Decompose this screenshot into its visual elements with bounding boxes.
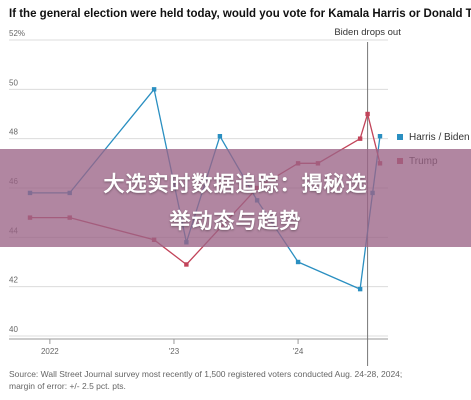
source-note: Source: Wall Street Journal survey most … — [9, 369, 402, 391]
y-tick-label: 42 — [9, 276, 18, 285]
headline-line-1: 大选实时数据追踪：揭秘选 — [103, 172, 368, 196]
source-note-line: Source: Wall Street Journal survey most … — [9, 369, 402, 379]
x-tick-label: '23 — [169, 347, 180, 356]
headline-line-2: 举动态与趋势 — [169, 209, 302, 233]
source-note-line: margin of error: +/- 2.5 pct. pts. — [9, 381, 126, 391]
annotation-label: Biden drops out — [334, 27, 401, 38]
x-tick-label: 2022 — [41, 347, 59, 356]
data-point-harris-biden — [217, 134, 223, 139]
data-point-harris-biden — [151, 87, 157, 92]
data-point-harris-biden — [295, 259, 301, 265]
y-tick-label: 40 — [9, 325, 18, 334]
y-tick-label: 48 — [9, 128, 18, 137]
x-tick-label: '24 — [293, 347, 304, 356]
y-tick-label: 52% — [9, 29, 25, 38]
data-point-harris-biden — [377, 134, 383, 139]
x-axis-ticks: 2022 '23 '24 — [41, 339, 304, 356]
headline-banner — [0, 149, 471, 247]
data-point-trump — [357, 136, 363, 141]
data-point-harris-biden — [357, 286, 363, 292]
legend-swatch-harris-biden — [397, 134, 403, 140]
data-point-trump — [365, 111, 370, 117]
chart-title: If the general election were held today,… — [9, 8, 471, 20]
data-point-trump — [184, 262, 189, 267]
y-tick-label: 50 — [9, 78, 18, 87]
legend-label-harris-biden: Harris / Biden — [409, 132, 470, 143]
